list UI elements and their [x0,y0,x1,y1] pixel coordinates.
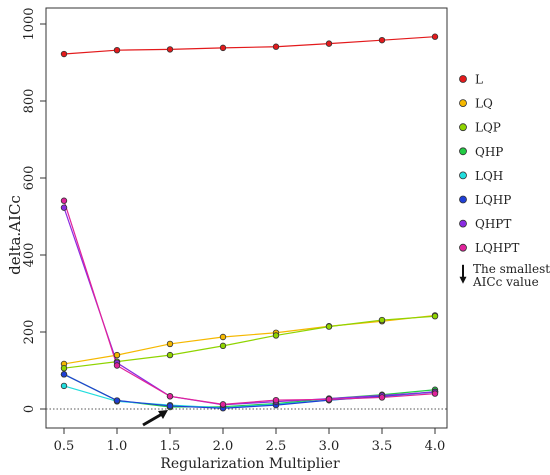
legend-annotation-line1: The smallest [473,262,550,276]
data-point-lqh [60,382,68,390]
data-point-lqp [325,323,333,330]
y-tick-label: 200 [22,320,37,345]
data-point-lqhpt [431,390,439,397]
legend-marker-lq [459,99,467,107]
legend-label-lq: LQ [475,97,493,111]
data-point-l [60,50,68,58]
data-point-l [219,44,227,52]
series-line-lqhp [63,373,436,409]
series-line-lqp [63,315,436,369]
x-tick-label: 3.0 [319,439,340,454]
data-point-l [272,43,280,50]
y-tick-label: 600 [22,166,37,191]
legend-marker-l [459,75,467,83]
series-points [60,33,439,412]
series-line-qhpt [63,207,436,406]
x-tick-label: 4.0 [425,439,446,454]
data-point-lqhpt [166,393,174,400]
data-point-l [113,46,121,54]
x-axis: 0.5 1.0 1.5 2.0 2.5 3.0 3.5 4.0 [54,428,446,454]
legend-marker-lqh [459,171,467,180]
legend-arrow-icon [459,276,467,284]
y-tick-label: 0 [22,405,37,413]
data-point-l [325,40,333,47]
y-tick-label: 800 [22,89,37,114]
data-point-lqhp [113,397,121,404]
legend-label-l: L [475,73,483,87]
y-tick-label: 400 [22,243,37,268]
legend-marker-qhpt [459,219,467,228]
series-line-lq [63,314,436,365]
data-point-lqhpt [60,197,68,204]
x-tick-label: 1.5 [160,439,181,454]
legend-marker-lqhpt [459,243,467,252]
data-point-lqp [378,316,386,324]
data-point-lqp [219,342,227,350]
plot-frame [45,7,448,429]
data-point-lqhpt [325,396,333,403]
data-point-l [378,36,386,44]
data-point-l [431,33,439,40]
data-point-lqp [431,313,439,320]
legend-marker-lqhp [459,195,467,204]
x-axis-label: Regularization Multiplier [160,456,340,472]
arrow-shaft [142,412,163,427]
y-axis-label: delta.AICc [6,195,24,275]
legend: L LQ LQP QHP LQH LQHP QHPT LQHPT The smallestAIC… [459,73,550,289]
y-tick-label: 1000 [22,7,37,40]
legend-annotation-line2: AICc value [472,275,539,289]
x-tick-label: 2.5 [266,439,287,454]
series-line-lqhpt [63,200,436,405]
data-point-lqhpt [378,394,386,401]
x-tick-label: 1.0 [107,439,128,454]
legend-label-lqhp: LQHP [475,193,511,207]
data-point-qhpt [60,204,68,211]
legend-label-qhpt: QHPT [475,217,511,231]
legend-marker-lqp [459,123,467,132]
x-tick-label: 3.5 [372,439,393,454]
series-line-l [63,36,436,55]
min-aicc-arrow [142,410,168,427]
legend-label-lqhpt: LQHPT [475,241,519,255]
data-point-lqp [272,332,280,339]
plot-border [45,7,448,429]
legend-label-lqh: LQH [475,169,503,183]
arrow-head [158,410,168,419]
data-point-lq [219,333,227,341]
data-point-lq [166,340,174,348]
data-point-lqhpt [113,362,121,369]
legend-marker-qhp [459,147,467,156]
data-point-lqp [60,364,68,372]
series-lines [63,36,436,409]
data-point-lqhp [166,402,174,410]
data-point-lqhp [60,371,68,378]
data-point-lqhpt [219,401,227,408]
legend-label-qhp: QHP [475,145,503,159]
data-point-lqp [166,351,174,359]
data-point-lqhpt [272,396,280,404]
data-point-l [166,46,174,53]
legend-label-lqp: LQP [475,121,501,135]
x-tick-label: 0.5 [54,439,75,454]
data-point-lq [113,351,121,359]
x-tick-label: 2.0 [213,439,234,454]
y-axis: 0 200 400 600 800 1000 [22,7,46,413]
